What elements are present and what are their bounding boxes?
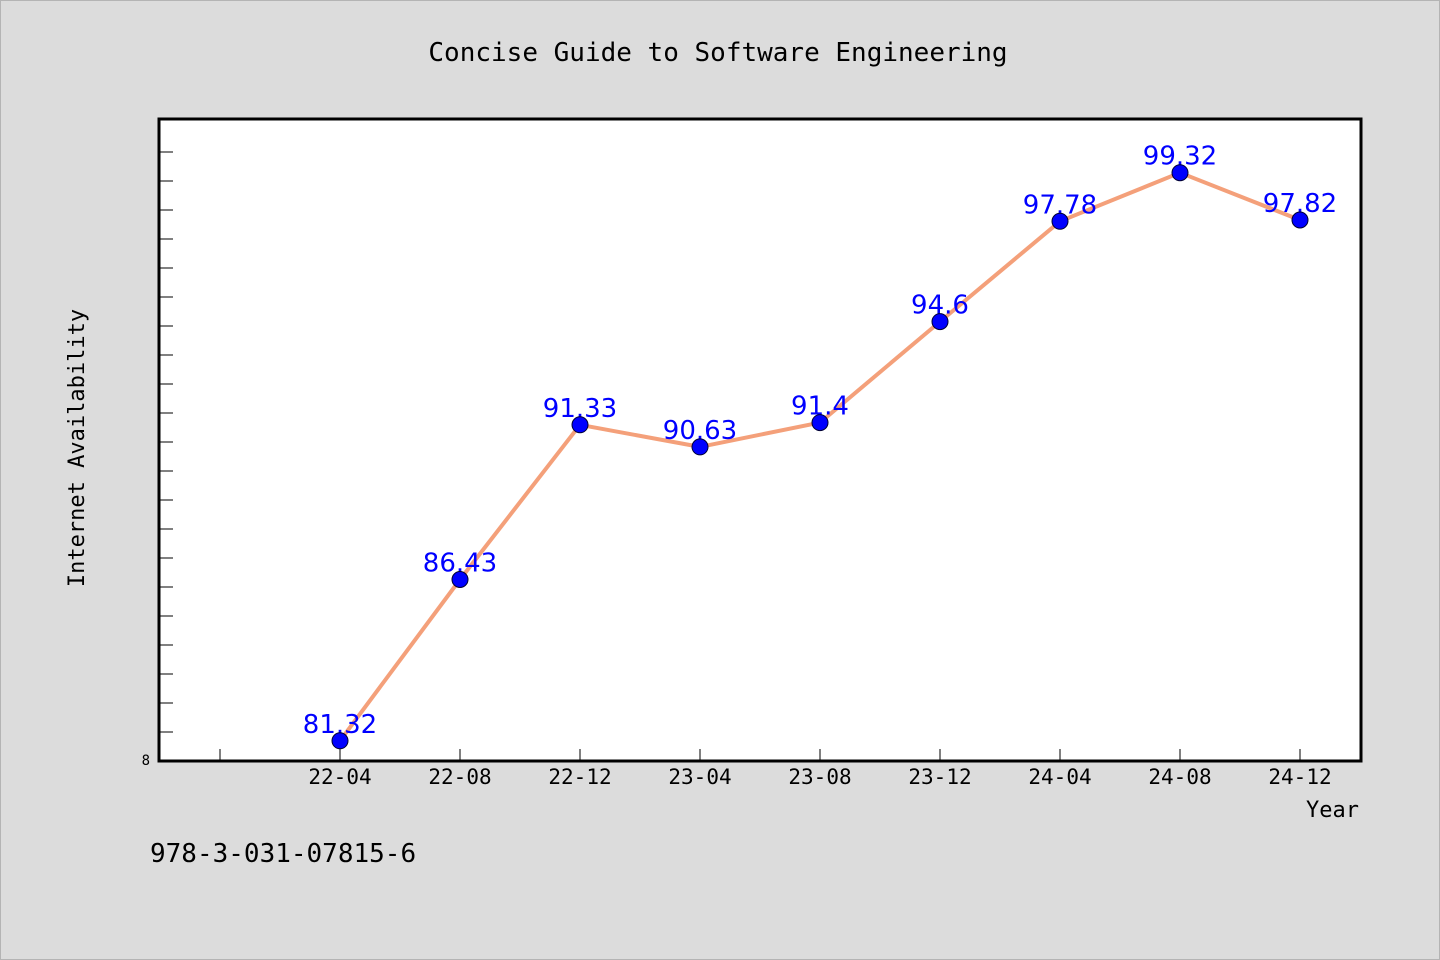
plot-area bbox=[157, 117, 1363, 763]
y-tick-label: 8 bbox=[142, 753, 150, 769]
x-tick-label: 22-08 bbox=[428, 765, 491, 789]
x-tick-label: 24-04 bbox=[1028, 765, 1091, 789]
data-point bbox=[451, 571, 469, 588]
x-axis-tick-labels: 22-04 22-08 22-12 23-04 23-08 23-12 24-04 24-08… bbox=[308, 765, 1331, 789]
x-tick-label: 22-04 bbox=[308, 765, 371, 789]
data-point bbox=[1051, 212, 1069, 230]
x-tick-label: 23-04 bbox=[668, 765, 731, 789]
data-point bbox=[811, 414, 829, 432]
data-point bbox=[1171, 164, 1189, 182]
series-layer: 81.3286.4391.3390.6391.494.697.7899.3297… bbox=[303, 142, 1337, 750]
x-tick-label: 22-12 bbox=[548, 765, 611, 789]
x-tick-label: 23-08 bbox=[788, 765, 851, 789]
x-tick-label: 23-12 bbox=[908, 765, 971, 789]
x-tick-label: 24-08 bbox=[1148, 765, 1211, 789]
x-tick-label: 24-12 bbox=[1268, 765, 1331, 789]
y-axis-ticks bbox=[159, 151, 173, 733]
data-point bbox=[331, 732, 349, 750]
y-axis-label: Internet Availability bbox=[65, 309, 90, 587]
data-point bbox=[931, 313, 949, 331]
data-point bbox=[691, 438, 709, 456]
data-point bbox=[1291, 211, 1309, 229]
data-point bbox=[571, 416, 589, 434]
x-axis-label: Year bbox=[1306, 798, 1359, 823]
chart-title: Concise Guide to Software Engineering bbox=[428, 38, 1007, 68]
x-axis-ticks bbox=[219, 749, 1301, 761]
isbn-text: 978-3-031-07815-6 bbox=[150, 839, 416, 869]
